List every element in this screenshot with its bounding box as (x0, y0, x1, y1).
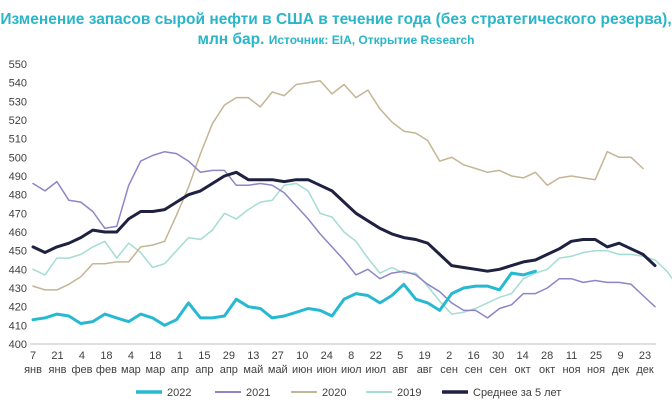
x-tick-day: 14 (516, 350, 528, 362)
legend-label: 2021 (246, 387, 270, 399)
x-tick-day: 23 (639, 350, 651, 362)
chart-title: Изменение запасов сырой нефти в США в те… (0, 10, 672, 50)
x-tick-month: мар (145, 364, 165, 376)
x-tick-month: апр (171, 364, 189, 376)
y-tick-label: 530 (9, 96, 27, 108)
x-tick-day: 16 (468, 350, 480, 362)
x-tick-month: дек (612, 364, 630, 376)
x-tick-day: 19 (419, 350, 431, 362)
x-tick-month: дек (636, 364, 654, 376)
x-tick-day: 21 (51, 350, 63, 362)
x-tick-month: авг (392, 364, 408, 376)
series-line-2022 (31, 269, 537, 327)
x-tick-day: 30 (492, 350, 504, 362)
x-tick-month: апр (195, 364, 213, 376)
x-tick-month: июн (292, 364, 312, 376)
y-tick-label: 540 (9, 78, 27, 90)
x-tick-day: 7 (30, 350, 36, 362)
x-tick-month: сен (489, 364, 507, 376)
series-line-2019 (32, 182, 672, 315)
x-tick-day: 10 (296, 350, 308, 362)
y-tick-label: 470 (9, 208, 27, 220)
x-tick-day: 1 (177, 350, 183, 362)
y-tick-label: 460 (9, 227, 27, 239)
x-tick-day: 4 (128, 350, 134, 362)
x-tick-day: 29 (223, 350, 235, 362)
y-tick-label: 550 (9, 59, 27, 71)
x-tick-month: авг (417, 364, 433, 376)
y-tick-label: 450 (9, 246, 27, 258)
x-tick-month: окт (539, 364, 555, 376)
x-tick-month: сен (465, 364, 483, 376)
y-tick-label: 490 (9, 171, 27, 183)
x-tick-day: 15 (198, 350, 210, 362)
x-tick-day: 2 (446, 350, 452, 362)
x-tick-month: ноя (587, 364, 605, 376)
x-tick-month: сен (440, 364, 458, 376)
x-tick-day: 22 (370, 350, 382, 362)
y-tick-label: 520 (9, 115, 27, 127)
series-line-2021 (32, 150, 656, 319)
x-tick-day: 27 (272, 350, 284, 362)
x-tick-day: 28 (541, 350, 553, 362)
x-tick-day: 25 (590, 350, 602, 362)
x-tick-day: 5 (397, 350, 403, 362)
y-tick-label: 420 (9, 302, 27, 314)
x-tick-day: 9 (617, 350, 623, 362)
x-tick-month: июл (341, 364, 362, 376)
legend-label: 2019 (397, 387, 421, 399)
x-tick-day: 18 (149, 350, 161, 362)
x-tick-month: янв (24, 364, 42, 376)
chart-title-source: Источник: EIA, Открытие Research (268, 33, 475, 47)
x-tick-day: 8 (348, 350, 354, 362)
y-tick-label: 400 (9, 339, 27, 351)
y-tick-label: 440 (9, 264, 27, 276)
y-tick-label: 410 (9, 320, 27, 332)
x-tick-day: 24 (321, 350, 333, 362)
series-line-2020 (32, 80, 644, 291)
series-line-Среднее за 5 лет (31, 170, 657, 273)
y-tick-label: 500 (9, 152, 27, 164)
chart-title-main: Изменение запасов сырой нефти в США в те… (0, 11, 672, 48)
x-tick-month: май (243, 364, 263, 376)
y-tick-label: 510 (9, 134, 27, 146)
x-tick-day: 18 (100, 350, 112, 362)
x-tick-day: 13 (247, 350, 259, 362)
x-tick-month: июл (365, 364, 386, 376)
x-tick-day: 4 (79, 350, 85, 362)
legend-label: Среднее за 5 лет (473, 387, 561, 399)
y-tick-label: 480 (9, 190, 27, 202)
x-tick-month: мар (121, 364, 141, 376)
legend-label: 2022 (167, 387, 191, 399)
x-tick-month: янв (49, 364, 67, 376)
x-tick-month: май (268, 364, 288, 376)
legend-label: 2020 (322, 387, 346, 399)
x-tick-month: фев (71, 364, 92, 376)
y-tick-label: 430 (9, 283, 27, 295)
x-tick-month: окт (515, 364, 531, 376)
x-tick-month: апр (220, 364, 238, 376)
x-tick-day: 11 (566, 350, 577, 362)
x-tick-month: ноя (562, 364, 580, 376)
x-tick-month: июн (317, 364, 337, 376)
x-tick-month: фев (96, 364, 117, 376)
